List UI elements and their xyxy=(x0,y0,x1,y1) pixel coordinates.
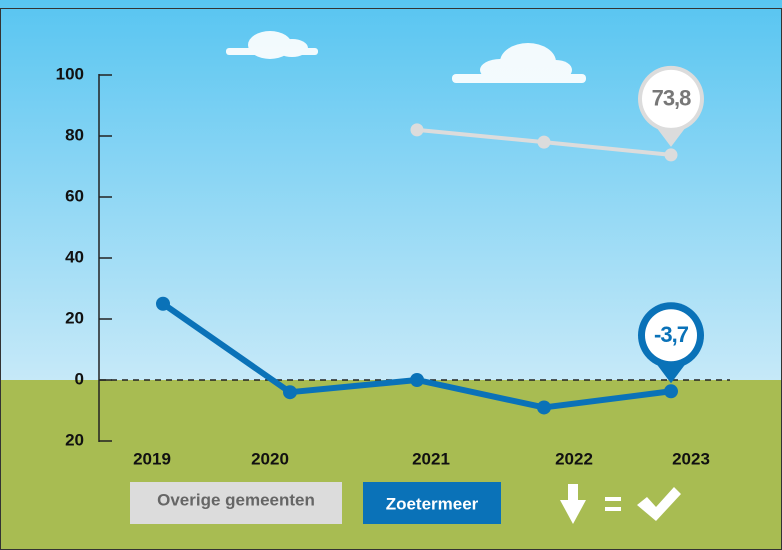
legend-label: Zoetermeer xyxy=(386,494,479,513)
legend-label: Overige gemeenten xyxy=(157,490,315,509)
x-tick-label: 2022 xyxy=(555,449,593,468)
ground xyxy=(0,380,782,550)
y-tick-label: 100 xyxy=(56,64,84,83)
y-tick-label: 0 xyxy=(75,369,84,388)
y-tick-label: 80 xyxy=(65,125,84,144)
x-tick-label: 2023 xyxy=(672,449,710,468)
legend-item[interactable]: Zoetermeer xyxy=(363,482,501,524)
y-tick-label: 20 xyxy=(65,430,84,449)
value-label: 73,8 xyxy=(652,86,692,111)
point xyxy=(410,373,424,387)
point xyxy=(283,385,297,399)
x-tick-label: 2021 xyxy=(412,449,450,468)
y-tick-label: 20 xyxy=(65,308,84,327)
y-tick-label: 40 xyxy=(65,247,84,266)
point xyxy=(538,136,551,149)
x-tick-label: 2019 xyxy=(133,449,171,468)
point xyxy=(665,148,678,161)
y-tick-label: 60 xyxy=(65,186,84,205)
point xyxy=(664,384,678,398)
point xyxy=(156,297,170,311)
x-tick-label: 2020 xyxy=(251,449,289,468)
value-label: -3,7 xyxy=(654,322,689,347)
legend-item[interactable]: Overige gemeenten xyxy=(130,482,342,524)
point xyxy=(537,400,551,414)
chart: 20 0 20 40 60 80 100 2019 2020 2021 2022 2023 73,8 -3… xyxy=(0,0,782,550)
point xyxy=(411,123,424,136)
